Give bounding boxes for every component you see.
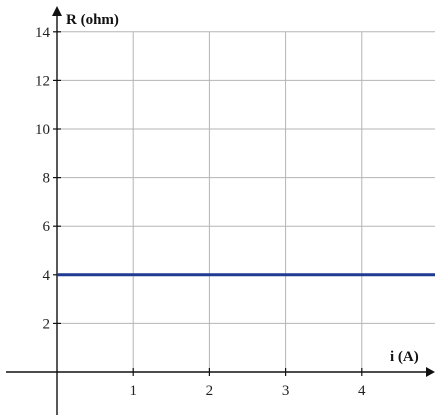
- grid: [57, 31, 435, 372]
- y-tick-label: 10: [35, 122, 50, 138]
- y-tick-label: 6: [43, 219, 51, 235]
- x-tick-label: 2: [206, 383, 214, 399]
- x-tick-label: 3: [282, 383, 290, 399]
- x-tick-label: 4: [358, 383, 366, 399]
- x-axis-arrow: [426, 367, 435, 377]
- y-tick-label: 14: [35, 25, 51, 41]
- x-tick-label: 1: [129, 383, 137, 399]
- y-tick-label: 4: [43, 268, 51, 284]
- x-axis-label: i (A): [390, 349, 419, 365]
- y-axis-arrow: [52, 6, 62, 16]
- labels: R (ohm) i (A): [66, 12, 419, 365]
- y-tick-label: 8: [43, 171, 51, 187]
- y-tick-label: 12: [35, 73, 50, 89]
- y-tick-label: 2: [43, 316, 51, 332]
- y-axis-label: R (ohm): [66, 12, 119, 28]
